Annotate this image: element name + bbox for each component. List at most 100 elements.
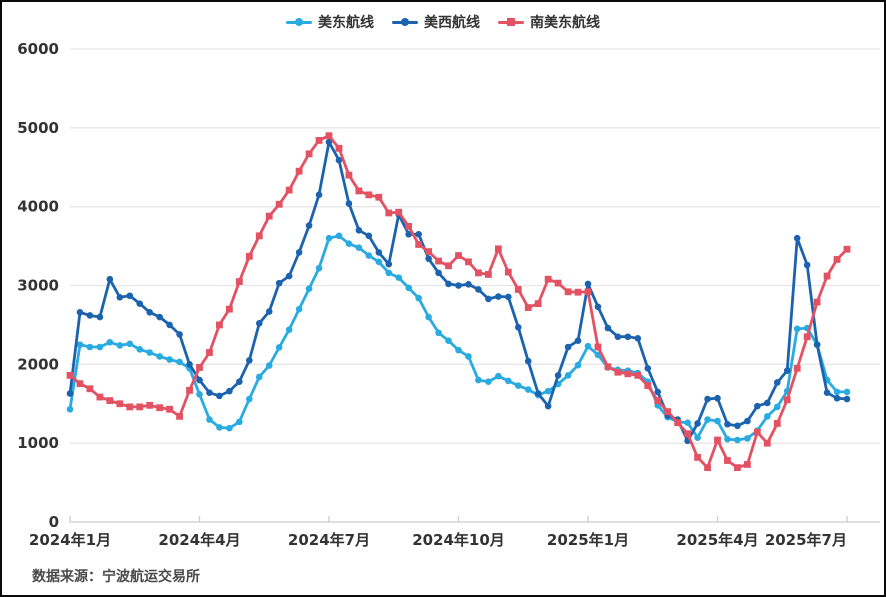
data-point-us_east[interactable] xyxy=(216,424,223,431)
data-point-south_america_east[interactable] xyxy=(435,257,442,265)
data-point-us_east[interactable] xyxy=(76,341,84,348)
data-point-south_america_east[interactable] xyxy=(385,209,393,217)
data-point-south_america_east[interactable] xyxy=(773,420,781,427)
data-point-us_east[interactable] xyxy=(236,418,243,426)
data-point-us_east[interactable] xyxy=(435,329,442,337)
data-point-us_east[interactable] xyxy=(136,346,144,353)
data-point-us_east[interactable] xyxy=(704,416,711,423)
data-point-south_america_east[interactable] xyxy=(684,430,692,438)
data-point-us_west[interactable] xyxy=(604,324,612,332)
data-point-us_west[interactable] xyxy=(285,272,293,280)
data-point-us_west[interactable] xyxy=(385,260,393,268)
data-point-south_america_east[interactable] xyxy=(803,333,811,341)
data-point-us_east[interactable] xyxy=(405,284,412,292)
data-point-us_east[interactable] xyxy=(574,361,582,369)
data-point-us_west[interactable] xyxy=(315,191,323,199)
data-point-south_america_east[interactable] xyxy=(504,268,512,276)
data-point-us_west[interactable] xyxy=(226,387,233,395)
data-point-us_west[interactable] xyxy=(654,388,662,396)
data-point-us_west[interactable] xyxy=(355,227,363,234)
data-point-us_east[interactable] xyxy=(514,382,522,389)
data-point-south_america_east[interactable] xyxy=(305,150,313,158)
data-point-us_east[interactable] xyxy=(255,373,263,381)
data-point-south_america_east[interactable] xyxy=(674,419,682,427)
data-point-us_east[interactable] xyxy=(773,403,781,411)
data-point-south_america_east[interactable] xyxy=(574,288,582,296)
data-point-south_america_east[interactable] xyxy=(654,397,662,404)
data-point-south_america_east[interactable] xyxy=(753,428,761,436)
data-point-south_america_east[interactable] xyxy=(445,262,452,270)
data-point-us_east[interactable] xyxy=(584,342,592,350)
data-point-us_east[interactable] xyxy=(315,264,323,272)
data-point-south_america_east[interactable] xyxy=(395,208,403,216)
data-point-south_america_east[interactable] xyxy=(216,321,223,329)
data-point-south_america_east[interactable] xyxy=(156,404,164,412)
data-point-us_west[interactable] xyxy=(345,200,353,207)
data-point-south_america_east[interactable] xyxy=(554,279,562,287)
data-point-us_west[interactable] xyxy=(246,357,253,364)
data-point-us_west[interactable] xyxy=(325,138,333,146)
data-point-south_america_east[interactable] xyxy=(275,200,283,208)
data-point-south_america_east[interactable] xyxy=(116,400,124,408)
data-point-us_west[interactable] xyxy=(714,394,721,402)
data-point-south_america_east[interactable] xyxy=(564,288,572,296)
data-point-us_east[interactable] xyxy=(684,419,691,426)
data-point-us_west[interactable] xyxy=(116,294,124,301)
data-point-south_america_east[interactable] xyxy=(783,396,791,404)
data-point-us_west[interactable] xyxy=(176,331,183,338)
data-point-us_west[interactable] xyxy=(843,395,851,403)
data-point-us_west[interactable] xyxy=(405,230,412,238)
data-point-us_west[interactable] xyxy=(126,292,134,300)
data-point-us_east[interactable] xyxy=(724,435,731,443)
data-point-south_america_east[interactable] xyxy=(524,304,532,311)
data-point-south_america_east[interactable] xyxy=(714,436,721,444)
data-point-us_east[interactable] xyxy=(564,372,572,379)
data-point-us_east[interactable] xyxy=(226,424,233,432)
data-point-us_east[interactable] xyxy=(285,326,293,333)
data-point-us_west[interactable] xyxy=(524,357,532,365)
data-point-us_west[interactable] xyxy=(584,280,592,288)
data-point-us_east[interactable] xyxy=(86,343,94,351)
data-point-us_east[interactable] xyxy=(395,274,403,281)
data-point-us_east[interactable] xyxy=(425,313,432,321)
data-point-south_america_east[interactable] xyxy=(146,401,154,409)
data-point-south_america_east[interactable] xyxy=(465,258,472,266)
data-point-south_america_east[interactable] xyxy=(345,171,353,179)
data-point-south_america_east[interactable] xyxy=(106,397,114,404)
data-point-south_america_east[interactable] xyxy=(494,245,502,253)
data-point-us_west[interactable] xyxy=(275,279,283,287)
data-point-south_america_east[interactable] xyxy=(514,286,522,293)
data-point-us_west[interactable] xyxy=(206,389,213,397)
data-point-us_east[interactable] xyxy=(793,325,801,333)
data-point-us_east[interactable] xyxy=(305,285,313,292)
data-point-us_west[interactable] xyxy=(66,390,74,397)
data-point-south_america_east[interactable] xyxy=(594,343,602,351)
data-point-us_east[interactable] xyxy=(345,240,353,248)
data-point-us_east[interactable] xyxy=(335,232,343,240)
data-point-south_america_east[interactable] xyxy=(843,245,851,253)
data-point-us_west[interactable] xyxy=(166,321,173,329)
data-point-us_east[interactable] xyxy=(524,386,532,393)
data-point-south_america_east[interactable] xyxy=(365,191,373,199)
data-point-south_america_east[interactable] xyxy=(763,439,771,447)
data-point-us_east[interactable] xyxy=(764,413,771,420)
data-point-us_east[interactable] xyxy=(116,342,124,349)
data-point-us_west[interactable] xyxy=(236,378,243,385)
data-point-us_west[interactable] xyxy=(465,281,472,288)
data-point-us_west[interactable] xyxy=(196,376,203,384)
data-point-us_west[interactable] xyxy=(554,372,562,379)
data-point-us_west[interactable] xyxy=(734,422,741,430)
data-point-us_east[interactable] xyxy=(694,434,701,441)
data-point-us_east[interactable] xyxy=(843,388,851,396)
data-point-us_west[interactable] xyxy=(544,402,552,410)
data-point-us_west[interactable] xyxy=(335,156,343,164)
data-point-south_america_east[interactable] xyxy=(614,368,622,376)
data-point-us_west[interactable] xyxy=(255,320,263,327)
data-point-south_america_east[interactable] xyxy=(176,412,183,420)
data-point-us_west[interactable] xyxy=(295,249,303,256)
data-point-south_america_east[interactable] xyxy=(425,248,433,256)
data-point-south_america_east[interactable] xyxy=(375,193,383,201)
data-point-us_west[interactable] xyxy=(305,222,313,229)
data-point-south_america_east[interactable] xyxy=(475,269,482,277)
data-point-us_east[interactable] xyxy=(126,340,134,348)
